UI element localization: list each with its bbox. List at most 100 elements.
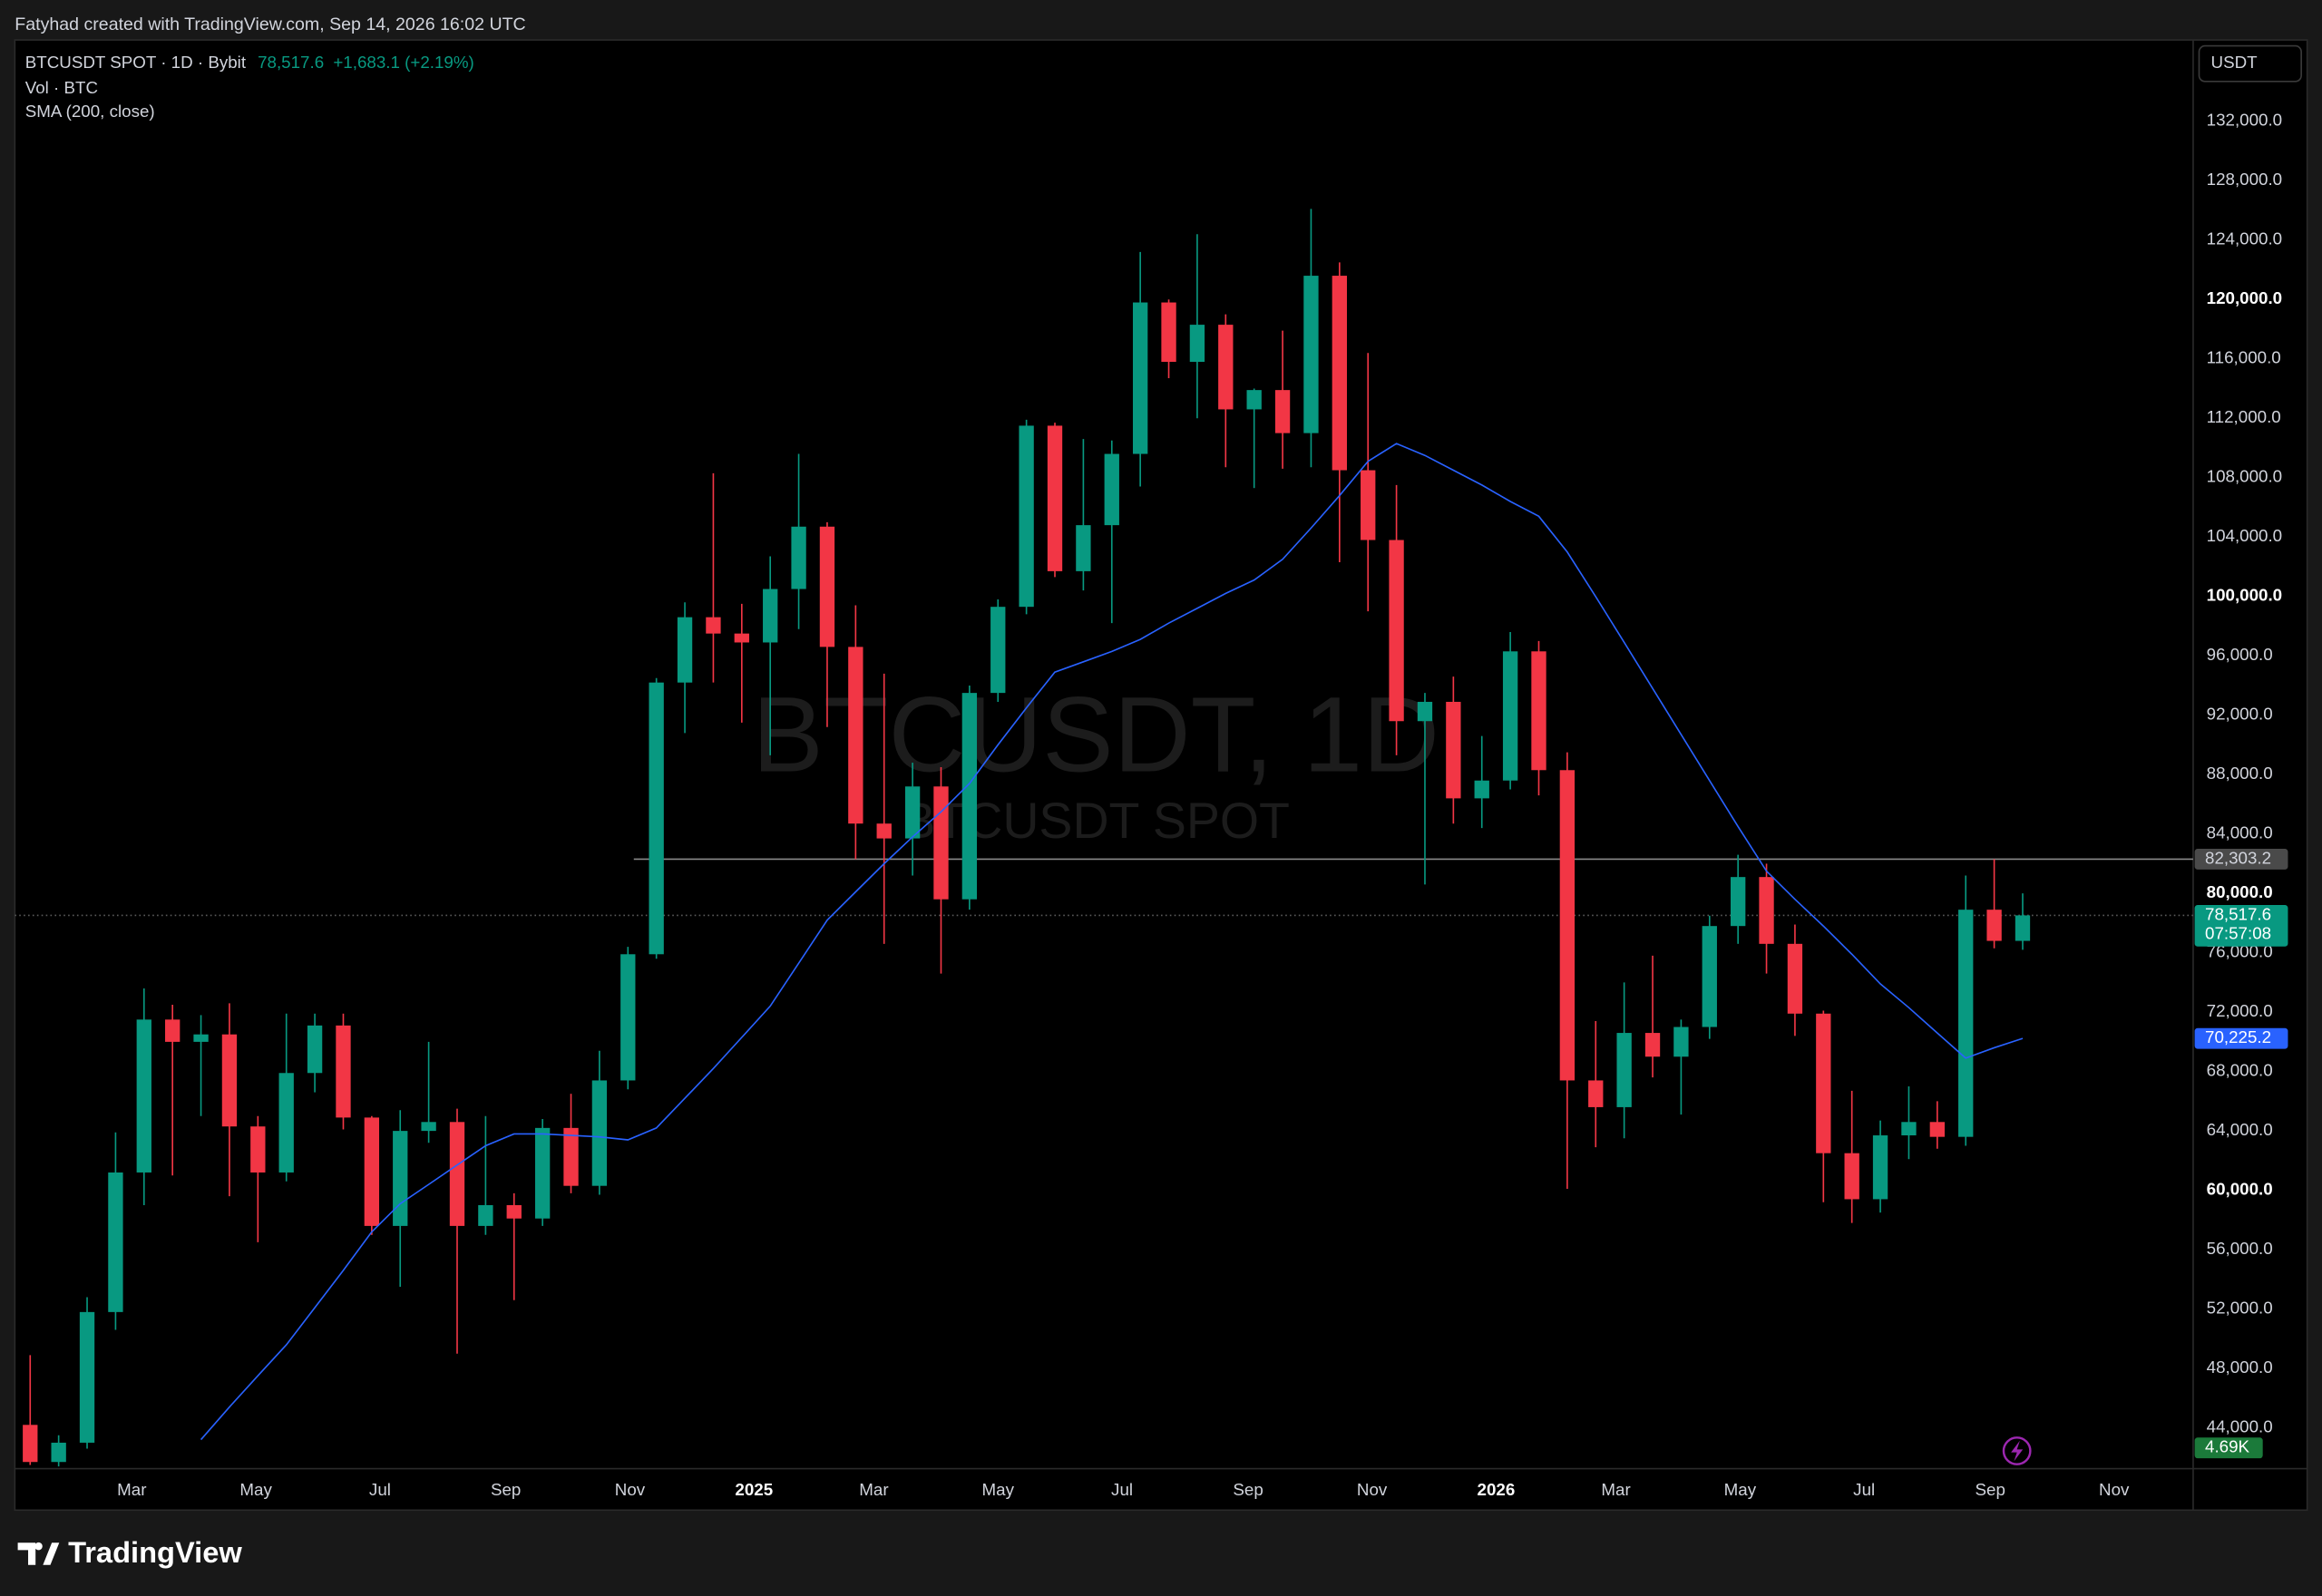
candle-body	[1361, 470, 1376, 540]
candle-body	[1502, 651, 1518, 781]
y-tick-label: 64,000.0	[2207, 1120, 2273, 1139]
candle-body	[1872, 1135, 1888, 1200]
candle-body	[933, 786, 949, 900]
legend: BTCUSDT SPOT · 1D · Bybit 78,517.6 +1,68…	[25, 53, 474, 121]
candle-body	[79, 1311, 95, 1443]
candle-body	[1702, 926, 1717, 1027]
x-tick-label: Jul	[1111, 1480, 1133, 1499]
countdown: 07:57:08	[2205, 924, 2271, 943]
legend-change: +1,683.1 (+2.19%)	[333, 53, 473, 72]
y-tick-label: 96,000.0	[2207, 645, 2273, 664]
legend-last: 78,517.6	[258, 53, 324, 72]
currency: USDT	[2211, 53, 2259, 72]
candle-body	[364, 1117, 380, 1226]
candle-body	[1246, 390, 1262, 410]
candle-body	[1673, 1027, 1689, 1057]
x-tick-label: Jul	[369, 1480, 391, 1499]
x-tick-label: Nov	[2099, 1480, 2130, 1499]
y-tick-label: 124,000.0	[2207, 229, 2282, 248]
candle-body	[620, 954, 636, 1081]
candle-body	[1189, 325, 1205, 363]
candle-body	[1417, 701, 1433, 722]
watermark-name: BTCUSDT SPOT	[902, 793, 1290, 849]
candle-body	[563, 1127, 579, 1186]
candle-body	[1132, 302, 1148, 454]
x-tick-label: May	[982, 1480, 1015, 1499]
candle-body	[1076, 525, 1091, 571]
y-tick-label: 88,000.0	[2207, 764, 2273, 783]
candle-body	[1531, 651, 1546, 771]
y-tick-label: 92,000.0	[2207, 705, 2273, 724]
y-tick-label: 76,000.0	[2207, 942, 2273, 961]
header: Fatyhad created with TradingView.com, Se…	[15, 15, 525, 34]
candle-body	[108, 1172, 123, 1312]
alert-circle[interactable]	[2002, 1436, 2032, 1465]
footer: TradingView	[68, 1535, 242, 1569]
candle-body	[876, 823, 892, 839]
x-tick-label: Jul	[1853, 1480, 1875, 1499]
plot-area	[15, 209, 2193, 1467]
candle-body	[1559, 770, 1576, 1081]
candle-body	[1389, 540, 1404, 722]
y-tick-label: 44,000.0	[2207, 1417, 2273, 1436]
candle-body	[961, 693, 978, 900]
candle-body	[23, 1425, 38, 1463]
sma-label-box	[2194, 1027, 2288, 1049]
y-tick-label: 80,000.0	[2207, 882, 2273, 901]
candle-body	[1787, 943, 1803, 1014]
y-tick-label: 100,000.0	[2207, 586, 2282, 605]
candle-body	[706, 617, 721, 634]
x-tick-label: 2026	[1478, 1480, 1516, 1499]
candle-body	[193, 1034, 209, 1042]
candle-body	[1759, 877, 1774, 944]
candle-body	[421, 1122, 436, 1132]
volume-label: 4.69K	[2205, 1437, 2250, 1456]
candle-body	[1446, 701, 1461, 799]
x-tick-label: Sep	[491, 1480, 521, 1499]
candle-body	[1588, 1080, 1604, 1107]
candle-body	[534, 1127, 551, 1219]
candle-body	[1816, 1013, 1831, 1153]
candle-body	[1019, 425, 1034, 608]
candle-body	[278, 1073, 294, 1173]
alert-icon[interactable]	[2002, 1436, 2032, 1465]
x-tick-label: Sep	[1233, 1480, 1263, 1499]
candle-body	[506, 1204, 522, 1219]
price-scale: USDT 44,000.0 48,000.0 52,000.0 56,000.0 60,…	[2194, 44, 2302, 1459]
legend-sma: SMA (200, close)	[25, 102, 155, 121]
last-price-box	[2194, 905, 2288, 947]
level-label: 82,303.2	[2205, 848, 2271, 867]
logo: TradingView	[17, 1535, 242, 1569]
candle-body	[1644, 1033, 1661, 1057]
candle-body	[336, 1025, 351, 1118]
candle-body	[1047, 425, 1063, 571]
candle-body	[1986, 910, 2002, 941]
level-label-box	[2194, 849, 2288, 870]
candle-body	[221, 1034, 238, 1127]
candle-body	[1303, 276, 1319, 433]
currency-box	[2198, 44, 2302, 83]
x-tick-label: Nov	[1357, 1480, 1388, 1499]
logo-mark	[17, 1542, 60, 1565]
watermark-symbol: BTCUSDT, 1D	[752, 676, 1439, 794]
volume-label-box	[2194, 1437, 2263, 1459]
y-tick-label: 56,000.0	[2207, 1239, 2273, 1258]
candle-body	[165, 1019, 180, 1042]
y-tick-label: 120,000.0	[2207, 288, 2282, 307]
x-tick-label: Nov	[615, 1480, 646, 1499]
y-tick-label: 112,000.0	[2207, 407, 2281, 426]
candle-body	[51, 1442, 66, 1463]
candle-body	[990, 607, 1006, 694]
candle-body	[904, 786, 921, 839]
x-tick-label: 2025	[735, 1480, 773, 1499]
y-tick-label: 104,000.0	[2207, 526, 2282, 545]
y-tick-label: 60,000.0	[2207, 1180, 2273, 1199]
y-tick-label: 52,000.0	[2207, 1299, 2273, 1318]
candle-body	[1958, 910, 1974, 1137]
candle-body	[478, 1204, 493, 1226]
x-tick-label: May	[239, 1480, 272, 1499]
y-tick-label: 48,000.0	[2207, 1358, 2273, 1377]
sma-label: 70,225.2	[2205, 1027, 2271, 1046]
y-tick-label: 84,000.0	[2207, 823, 2273, 842]
